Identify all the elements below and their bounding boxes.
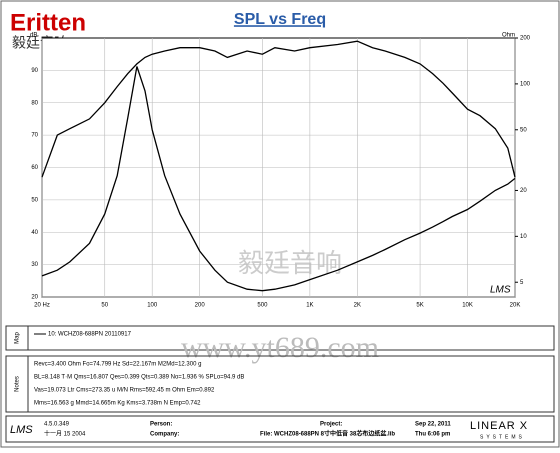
x-tick-label: 5K	[416, 303, 423, 309]
y2-tick-label: 5	[520, 280, 524, 286]
company: Company:	[150, 432, 179, 438]
y2-tick-label: 50	[520, 127, 527, 133]
corner-logo: LMS	[490, 285, 511, 296]
y-tick-label: 30	[31, 262, 38, 268]
date: 十一月 15 2004	[44, 430, 86, 438]
vendor: LINEAR X	[470, 420, 528, 432]
y-label: dB	[30, 33, 37, 39]
x-tick-label: 2K	[354, 303, 361, 309]
note-line: Revc=3.400 Ohm Fo=74.799 Hz Sd=22.167m M…	[34, 362, 201, 368]
notes-label: Notes	[15, 376, 21, 392]
map-entry: 10: WCHZ08-688PN 20110917	[48, 332, 132, 338]
x-tick-label: 500	[257, 303, 268, 309]
y2-tick-label: 100	[520, 81, 531, 87]
y-tick-label: 90	[31, 68, 38, 74]
y2-tick-label: 200	[520, 36, 531, 42]
project: Project:	[320, 422, 342, 428]
app: LMS	[10, 424, 33, 436]
note-line: BL=8.148 T·M Qms=16.807 Qes=0.399 Qts=0.…	[34, 375, 244, 381]
person: Person:	[150, 422, 172, 428]
y-tick-label: 50	[31, 197, 38, 203]
version: 4.5.0.349	[44, 422, 70, 428]
map-label: Map	[15, 332, 21, 344]
footer-box	[5, 415, 555, 443]
y-tick-label: 60	[31, 165, 38, 171]
y2-tick-label: 10	[520, 234, 527, 240]
x-tick-label: 1K	[306, 303, 313, 309]
watermark: www.yt689.com	[181, 331, 379, 364]
notes-box	[5, 355, 555, 413]
file: File: WCHZ08-688PN 8寸中低音 38芯布边纸盆.lib	[260, 430, 395, 438]
chart-title: SPL vs Freq	[234, 11, 326, 28]
y2-tick-label: 20	[520, 188, 527, 194]
chart-watermark: 毅廷音响	[238, 248, 342, 278]
map-box	[5, 325, 555, 351]
y-tick-label: 80	[31, 100, 38, 106]
vendor-sub: SYSTEMS	[480, 434, 525, 440]
x-tick-label: 100	[147, 303, 158, 309]
note-line: Mms=16.563 g Mmd=14.665m Kg Kms=3.738m N…	[34, 401, 201, 407]
note-line: Vas=19.073 Ltr Cms=273.35 u M/N Rms=592.…	[34, 388, 215, 394]
x-tick-label: 20K	[510, 303, 521, 309]
series-line	[41, 40, 516, 178]
x-tick-label: 20 Hz	[34, 303, 50, 309]
y2-label: Ohm	[502, 33, 515, 39]
brand: Eritten	[10, 9, 86, 36]
x-tick-label: 50	[101, 303, 108, 309]
run-date: Sep 22, 2011	[415, 422, 451, 428]
series-line	[41, 66, 516, 292]
y-tick-label: 40	[31, 230, 38, 236]
x-tick-label: 10K	[462, 303, 473, 309]
y-tick-label: 20	[31, 295, 38, 301]
x-tick-label: 200	[195, 303, 206, 309]
y-tick-label: 70	[31, 133, 38, 139]
run-time: Thu 6:06 pm	[415, 432, 450, 438]
